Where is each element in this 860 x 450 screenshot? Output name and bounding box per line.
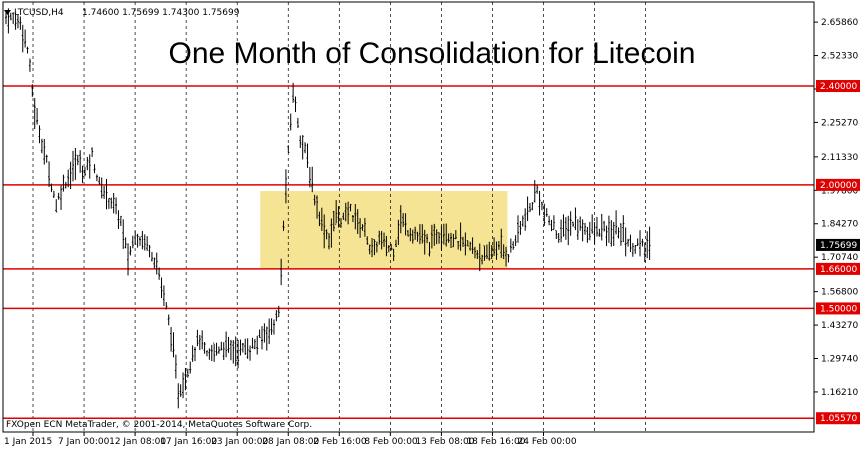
y-tick-label: 1.84270 bbox=[821, 220, 858, 230]
x-tick-label: 2 Feb 16:00 bbox=[313, 437, 367, 447]
level-price-label: 1.66000 bbox=[820, 265, 857, 275]
current-price-tag bbox=[816, 238, 860, 251]
current-price-label: 1.75699 bbox=[820, 241, 857, 251]
level-price-tag bbox=[816, 262, 860, 275]
x-tick-label: 23 Jan 00:00 bbox=[211, 437, 268, 447]
x-tick-label: 12 Jan 08:00 bbox=[109, 437, 166, 447]
y-tick-label: 2.11330 bbox=[821, 153, 858, 163]
x-tick-label: 17 Jan 16:00 bbox=[160, 437, 217, 447]
level-price-label: 2.40000 bbox=[820, 82, 857, 92]
x-tick-label: 8 Feb 00:00 bbox=[364, 437, 418, 447]
y-tick-label: 2.65860 bbox=[821, 18, 858, 28]
x-tick-label: 1 Jan 2015 bbox=[4, 437, 52, 447]
x-tick-label: 7 Jan 00:00 bbox=[58, 437, 110, 447]
copyright-footer: FXOpen ECN MetaTrader, © 2001-2014, Meta… bbox=[6, 420, 312, 430]
y-tick-label: 2.52330 bbox=[821, 52, 858, 62]
plot-frame bbox=[2, 1, 815, 433]
level-price-label: 1.05570 bbox=[820, 414, 857, 424]
consolidation-box bbox=[260, 191, 508, 269]
level-price-label: 2.00000 bbox=[820, 181, 857, 191]
level-price-tag bbox=[816, 80, 860, 93]
level-price-tag bbox=[816, 302, 860, 315]
y-tick-label: 1.56800 bbox=[821, 288, 858, 298]
y-tick-label: 1.70740 bbox=[821, 253, 858, 263]
x-tick-label: 18 Feb 16:00 bbox=[466, 437, 525, 447]
level-price-tag bbox=[816, 412, 860, 425]
labels-layer: LTCUSD,H4 1.74600 1.75699 1.74300 1.7569… bbox=[4, 8, 695, 430]
level-price-label: 1.50000 bbox=[820, 304, 857, 314]
collapse-arrow-icon[interactable] bbox=[4, 10, 11, 15]
symbol-label: LTCUSD,H4 bbox=[14, 8, 64, 18]
y-tick-label: 1.97800 bbox=[821, 186, 858, 196]
ohlc-readout: 1.74600 1.75699 1.74300 1.75699 bbox=[82, 8, 240, 18]
y-tick-label: 1.16210 bbox=[821, 388, 858, 398]
bars-layer bbox=[5, 8, 651, 409]
levels-layer bbox=[3, 85, 814, 419]
x-tick-label: 13 Feb 08:00 bbox=[415, 437, 474, 447]
y-tick-label: 2.25270 bbox=[821, 118, 858, 128]
y-tick-label: 1.43270 bbox=[821, 321, 858, 331]
y-tick-label: 1.29740 bbox=[821, 355, 858, 365]
x-tick-label: 24 Feb 00:00 bbox=[518, 437, 577, 447]
level-price-tag bbox=[816, 178, 860, 191]
consolidation-layer bbox=[260, 191, 508, 269]
chart-title: One Month of Consolidation for Litecoin bbox=[169, 37, 696, 70]
x-tick-label: 28 Jan 08:00 bbox=[262, 437, 319, 447]
